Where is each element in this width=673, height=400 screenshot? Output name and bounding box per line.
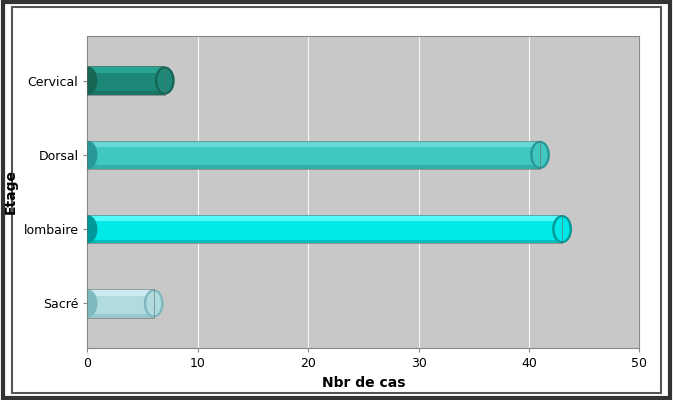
Bar [87,66,165,73]
Y-axis label: Etage: Etage [4,170,18,214]
Bar [87,66,165,95]
Bar [87,215,562,221]
Ellipse shape [146,292,161,316]
Ellipse shape [77,215,98,243]
Bar [87,215,562,243]
Bar [87,289,153,296]
Ellipse shape [77,66,98,95]
Bar [87,240,562,243]
Bar [87,91,165,95]
Bar [87,314,153,318]
Bar [87,66,165,95]
Ellipse shape [157,68,172,92]
Ellipse shape [532,143,547,167]
X-axis label: Nbr de cas: Nbr de cas [322,376,405,390]
Ellipse shape [530,141,550,169]
Bar [87,141,540,147]
Ellipse shape [144,289,164,318]
Ellipse shape [77,289,98,318]
Bar [87,215,562,243]
Ellipse shape [552,215,572,243]
Bar [87,165,540,169]
Bar [87,141,540,169]
Bar [87,289,153,318]
Ellipse shape [155,66,175,95]
Ellipse shape [555,217,569,241]
Ellipse shape [77,141,98,169]
Bar [87,141,540,169]
Bar [87,289,153,318]
